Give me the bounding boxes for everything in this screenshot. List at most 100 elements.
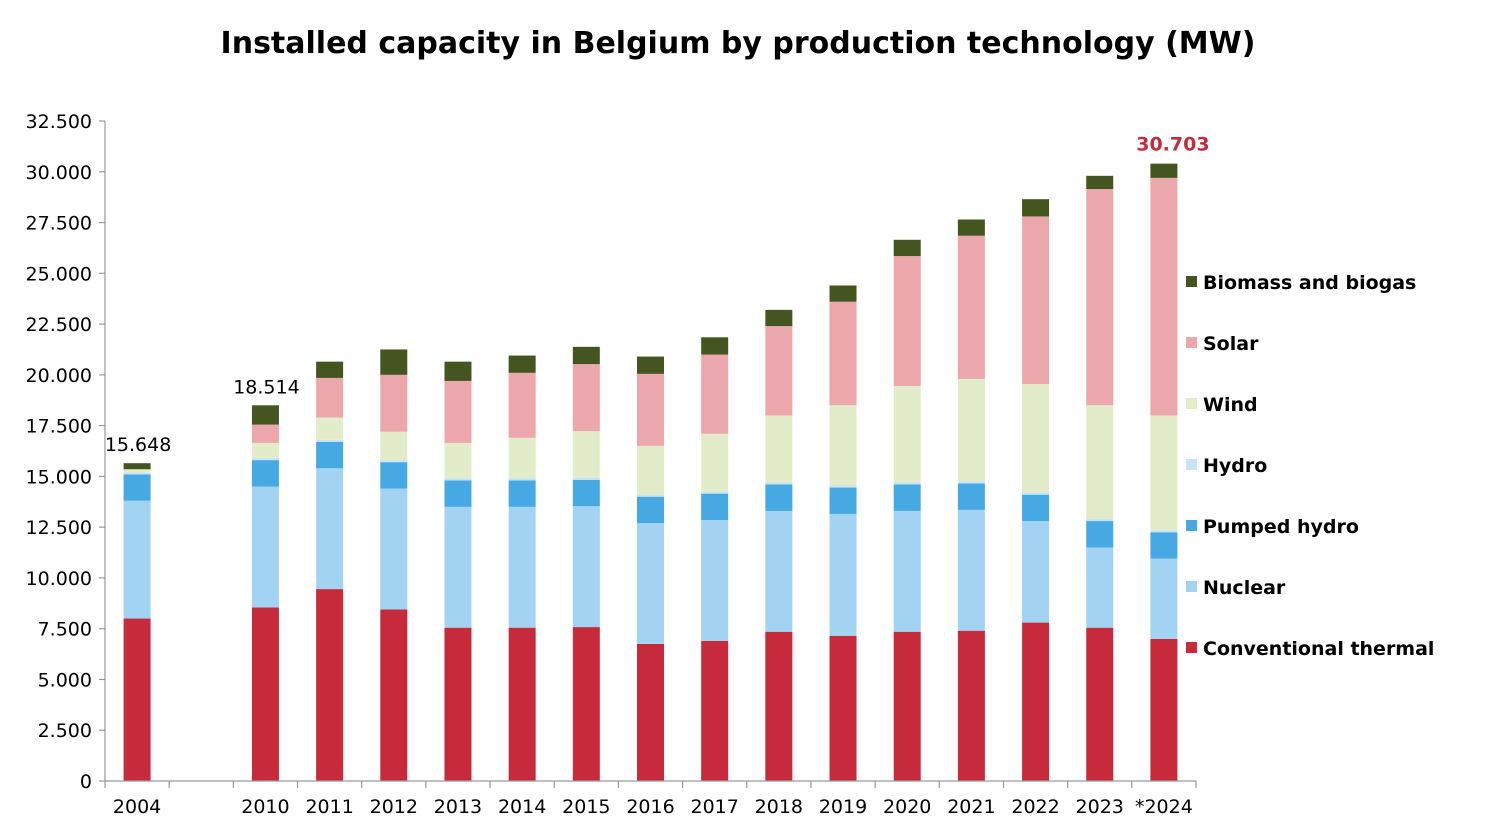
bar-segment: [765, 631, 793, 781]
bar-segment: [1150, 532, 1178, 559]
legend-label: Wind: [1203, 394, 1258, 416]
bar-segment: [1022, 199, 1050, 217]
x-tick-label: 2010: [241, 796, 289, 818]
legend: Biomass and biogas Solar Wind Hydro Pumped h…: [1186, 272, 1434, 660]
bar-segment: [508, 627, 536, 781]
legend-swatch: [1186, 520, 1197, 531]
bar-segment: [1086, 521, 1114, 548]
legend-label: Nuclear: [1203, 577, 1286, 599]
bar-segment: [829, 513, 857, 636]
bar-segment: [380, 460, 408, 463]
x-tick-label: 2016: [626, 796, 674, 818]
bar-segment: [508, 478, 536, 481]
x-tick-label: 2011: [305, 796, 353, 818]
bar-segment: [572, 364, 600, 432]
bar-segment: [316, 377, 344, 418]
bar-segment: [893, 631, 921, 781]
bar-segment: [444, 627, 472, 781]
x-tick-label: *2024: [1135, 796, 1193, 818]
bar-segment: [1022, 216, 1050, 384]
bar-segment: [893, 386, 921, 483]
bar-segment: [957, 630, 985, 781]
bar-segment: [380, 488, 408, 610]
bar-segment: [637, 643, 664, 781]
bar-segment: [123, 474, 151, 501]
bar-segment: [1150, 638, 1178, 781]
bar-segment: [637, 445, 664, 495]
bar-segment: [316, 441, 344, 469]
bar-segment: [251, 458, 279, 461]
bar-segment: [1086, 519, 1114, 522]
legend-swatch: [1186, 581, 1197, 592]
y-tick-label: 5.000: [38, 669, 92, 691]
bar-segment: [572, 479, 600, 507]
bar-segment: [316, 439, 344, 442]
bar-segment: [701, 354, 729, 434]
bar-segment: [893, 256, 921, 387]
x-tick-label: 2020: [883, 796, 931, 818]
bar-segment: [765, 484, 793, 511]
bar-segment: [893, 510, 921, 632]
legend-swatch: [1186, 337, 1197, 348]
bar-segment: [380, 431, 408, 461]
y-tick-label: 25.000: [26, 263, 92, 285]
bar-segment: [765, 326, 793, 416]
bar-segment: [1150, 177, 1178, 416]
bar-segment: [765, 510, 793, 632]
legend-label: Biomass and biogas: [1203, 272, 1416, 294]
y-tick-label: 32.500: [26, 111, 92, 133]
y-tick-label: 2.500: [38, 720, 92, 742]
bar-segment: [316, 589, 344, 781]
bar-segment: [957, 219, 985, 236]
bar-segment: [1022, 521, 1050, 623]
x-tick-label: 2004: [113, 796, 161, 818]
bar-segment: [637, 496, 664, 524]
bar-segment: [1150, 558, 1178, 639]
bar-segment: [251, 442, 279, 459]
y-tick-label: 10.000: [26, 568, 92, 590]
x-tick-label: 2012: [370, 796, 418, 818]
bar-segment: [957, 235, 985, 379]
bar-segment: [893, 482, 921, 485]
y-tick-label: 0: [80, 771, 92, 793]
bar-segment: [123, 500, 151, 619]
x-tick-label: 2019: [819, 796, 867, 818]
bar-segment: [444, 380, 472, 443]
bar-segment: [123, 472, 151, 475]
legend-label: Hydro: [1203, 455, 1267, 477]
bar-segment: [508, 480, 536, 507]
bar-segment: [1086, 547, 1114, 628]
bar-segment: [123, 469, 151, 473]
bar-segment: [957, 483, 985, 510]
bar-segment: [1022, 622, 1050, 781]
bar-segment: [572, 431, 600, 478]
chart-title: Installed capacity in Belgium by product…: [221, 26, 1256, 61]
bar-segment: [444, 480, 472, 507]
bar-segment: [765, 482, 793, 485]
bar-segment: [701, 433, 729, 492]
bar-segment: [637, 494, 664, 497]
x-tick-label: 2018: [755, 796, 803, 818]
bar-segment: [1086, 175, 1114, 190]
bar-segment: [572, 346, 600, 365]
axes: 0 2.500 5.000 7.500 10.000 12.500 15.000 17.500…: [26, 111, 1197, 818]
total-value-label: 18.514: [233, 376, 299, 398]
bar-segment: [637, 373, 664, 446]
bar-segment: [251, 607, 279, 781]
plot-area: 15.648 18.514 30.703: [105, 134, 1210, 781]
bar-segment: [380, 374, 408, 432]
bar-segment: [829, 485, 857, 488]
bar-segment: [123, 618, 151, 781]
bar-segment: [1150, 163, 1178, 178]
bar-segment: [444, 506, 472, 628]
y-tick-label: 22.500: [26, 314, 92, 336]
bar-segment: [893, 484, 921, 511]
bar-segment: [1086, 627, 1114, 781]
bar-segment: [251, 486, 279, 608]
bar-segment: [1086, 189, 1114, 406]
bar-segment: [637, 356, 664, 374]
bar-segment: [572, 506, 600, 628]
bar-segment: [508, 355, 536, 373]
bar-segment: [701, 337, 729, 355]
